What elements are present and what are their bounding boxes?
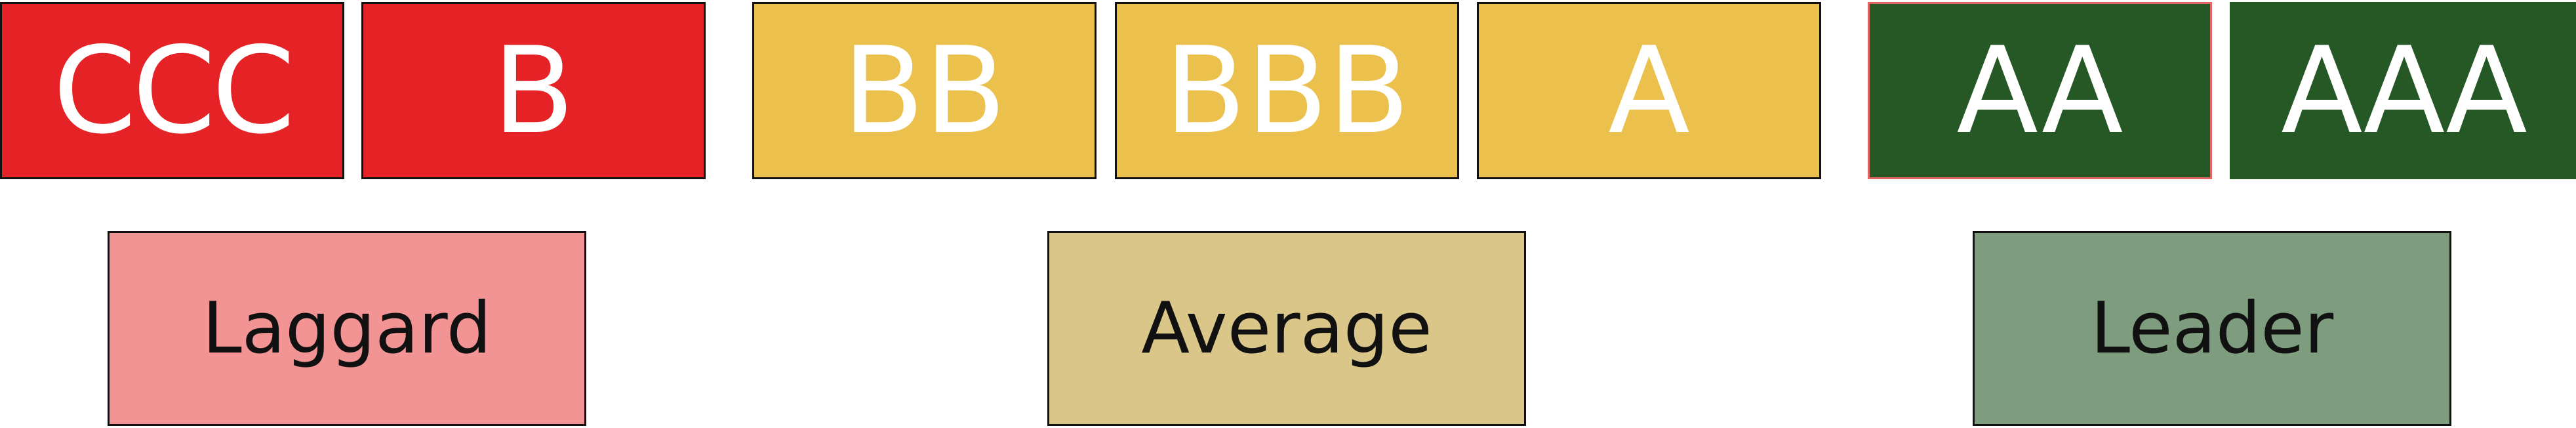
group-leader-label: Leader [2090,287,2334,370]
rating-bbb-box: BBB [1115,2,1459,179]
rating-ccc-box: CCC [0,2,344,179]
rating-bb-label: BB [842,21,1007,160]
group-laggard-label: Laggard [202,287,492,370]
rating-aaa-label: AAA [2281,21,2527,160]
rating-ccc-label: CCC [52,21,295,160]
group-leader-box: Leader [1973,231,2451,426]
rating-bb-box: BB [752,2,1097,179]
group-average-box: Average [1047,231,1526,426]
rating-b-label: B [493,21,574,160]
rating-aa-box: AA [1868,2,2212,179]
rating-a-box: A [1477,2,1821,179]
group-average-label: Average [1141,287,1432,370]
group-laggard-box: Laggard [108,231,586,426]
rating-a-label: A [1608,21,1690,160]
rating-b-box: B [361,2,706,179]
rating-bbb-label: BBB [1164,21,1410,160]
rating-aaa-box: AAA [2230,2,2576,179]
rating-aa-label: AA [1956,21,2123,160]
